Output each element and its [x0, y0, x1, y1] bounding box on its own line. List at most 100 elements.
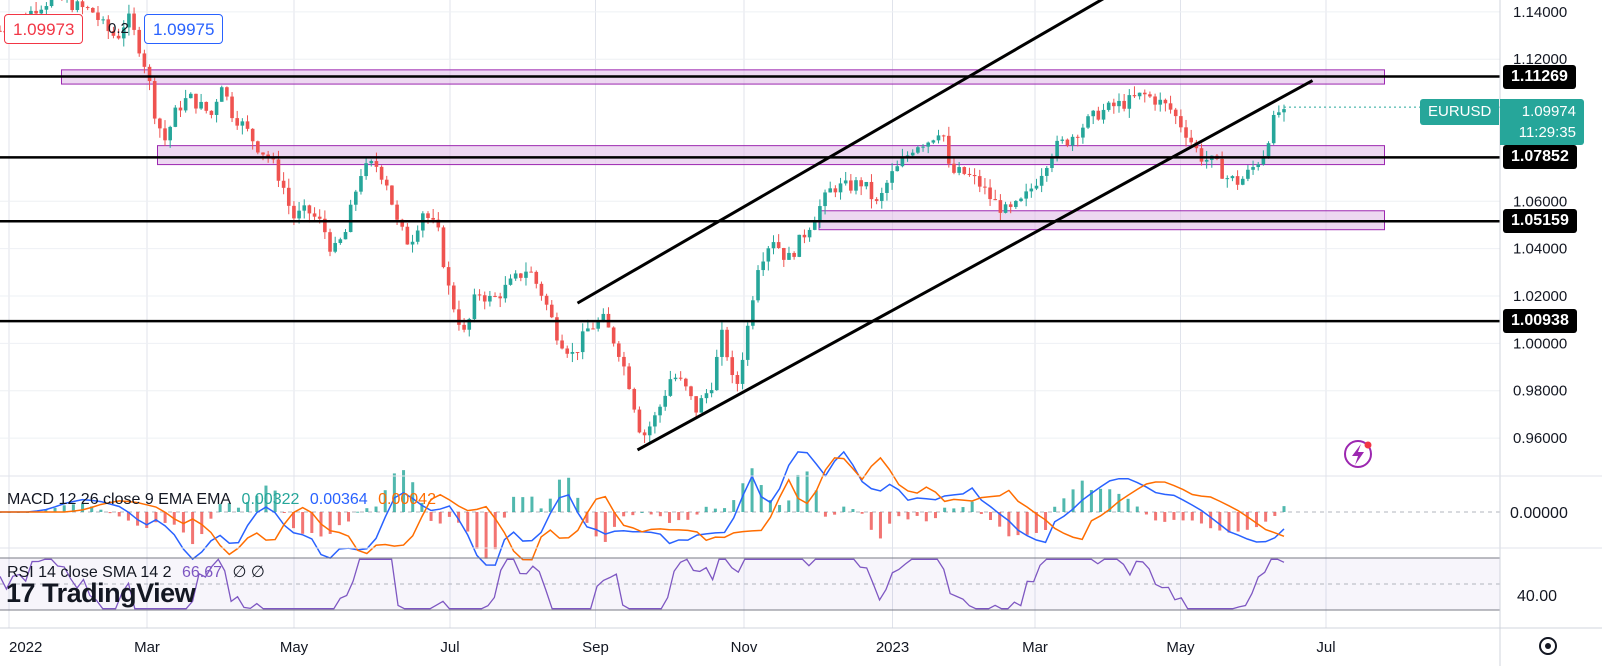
macd-hist-bar: [649, 512, 653, 515]
candle-body: [219, 87, 224, 102]
candle-body: [1008, 204, 1013, 207]
candle-body: [276, 159, 281, 181]
macd-hist-bar: [530, 496, 534, 512]
candle-body: [941, 135, 946, 137]
x-tick-4: Sep: [582, 639, 609, 656]
candle-body: [1044, 168, 1049, 176]
macd-hist-bar: [1044, 512, 1048, 530]
macd-hist-bar: [640, 511, 644, 513]
candle-body: [977, 176, 982, 187]
candle-body: [1091, 110, 1096, 117]
candle-body: [1235, 176, 1240, 185]
candle-body: [390, 185, 394, 205]
candle-body: [859, 180, 863, 187]
macd-hist-bar: [291, 512, 295, 529]
candle-body: [926, 142, 930, 147]
macd-hist-bar: [81, 503, 85, 512]
y-tick-0: 1.14000: [1513, 4, 1567, 21]
channel-lower-line: [636, 79, 1314, 452]
macd-hist-bar: [411, 482, 415, 512]
macd-hist-bar: [502, 512, 506, 518]
spread-value: 0.2: [108, 20, 129, 37]
candle-body: [983, 186, 987, 188]
candle-body: [209, 110, 214, 115]
candle-body: [1122, 100, 1126, 109]
candle-body: [472, 294, 477, 320]
macd-hist-bar: [915, 512, 919, 516]
rsi-legend[interactable]: RSI 14 close SMA 14 2 66.67 ∅ ∅: [7, 562, 271, 582]
candle-body: [972, 175, 977, 177]
bar-countdown: 11:29:35: [1518, 124, 1576, 141]
channel-upper-line: [576, 0, 1105, 305]
candle-body: [1065, 139, 1070, 146]
macd-hist-bar: [1089, 490, 1093, 512]
macd-hist-bar: [952, 508, 956, 512]
macd-hist-bar: [658, 512, 662, 517]
candle-body: [297, 210, 301, 219]
macd-hist-bar: [264, 485, 268, 512]
macd-hist-bar: [191, 512, 195, 545]
candle-body: [446, 267, 451, 286]
macd-hist-bar: [310, 512, 314, 533]
candle-body: [751, 300, 755, 326]
candle-body: [1148, 94, 1152, 97]
settings-gear-icon: [1539, 637, 1557, 655]
alert-bolt-icon: [1344, 440, 1372, 468]
x-tick-3: Jul: [440, 639, 459, 656]
macd-signal-line: [0, 456, 1285, 561]
candle-body: [369, 161, 374, 164]
candle-body: [823, 192, 827, 207]
macd-hist-bar: [457, 512, 461, 523]
candle-body: [395, 204, 399, 220]
candle-body: [524, 271, 528, 278]
macd-hist-bar: [420, 502, 424, 512]
candle-body: [745, 325, 750, 360]
macd-hist-bar: [447, 512, 451, 517]
candle-body: [828, 188, 833, 193]
y-tick-4: 1.02000: [1513, 288, 1567, 305]
macd-hist-bar: [677, 512, 681, 521]
candle-body: [96, 12, 100, 20]
bid-price-box[interactable]: 1.09973: [4, 14, 84, 44]
candle-body: [328, 232, 332, 252]
candle-body: [493, 295, 497, 297]
candle-body: [467, 319, 472, 330]
candle-body: [1127, 95, 1132, 109]
macd-hist-bar: [814, 490, 818, 512]
brand-name: TradingView: [42, 578, 196, 608]
candle-body: [1189, 137, 1193, 143]
candle-body: [168, 126, 172, 141]
candle-body: [555, 317, 559, 341]
candle-body: [529, 271, 533, 273]
candle-body: [916, 147, 920, 153]
candle-body: [317, 216, 322, 219]
y-tick-3: 1.04000: [1513, 241, 1567, 258]
candle-body: [885, 182, 889, 193]
macd-hist-bar: [823, 512, 827, 517]
x-tick-5: Nov: [731, 639, 758, 656]
candle-body: [488, 295, 492, 302]
candle-body: [152, 81, 157, 119]
candle-body: [1173, 109, 1178, 117]
macd-hist-bar: [603, 512, 607, 542]
candle-body: [833, 188, 838, 193]
candle-body: [782, 247, 786, 260]
candle-body: [653, 415, 657, 427]
candle-body: [864, 181, 869, 187]
candle-body: [993, 199, 998, 201]
candle-body: [44, 6, 49, 10]
macd-hist-bar: [869, 512, 873, 530]
macd-hist-bar: [145, 512, 149, 528]
macd-hist-bar: [924, 512, 928, 522]
level-tag-2: 1.07852: [1503, 145, 1577, 170]
candle-body: [1075, 136, 1080, 138]
macd-hist-bar: [1099, 488, 1103, 512]
candle-body: [323, 218, 327, 233]
macd-legend[interactable]: MACD 12 26 close 9 EMA EMA 0.00322 0.003…: [7, 491, 442, 509]
candle-body: [730, 357, 735, 376]
ask-price-box[interactable]: 1.09975: [144, 14, 224, 44]
macd-hist-bar: [44, 510, 48, 512]
candle-body: [776, 242, 781, 248]
candle-body: [39, 9, 44, 14]
